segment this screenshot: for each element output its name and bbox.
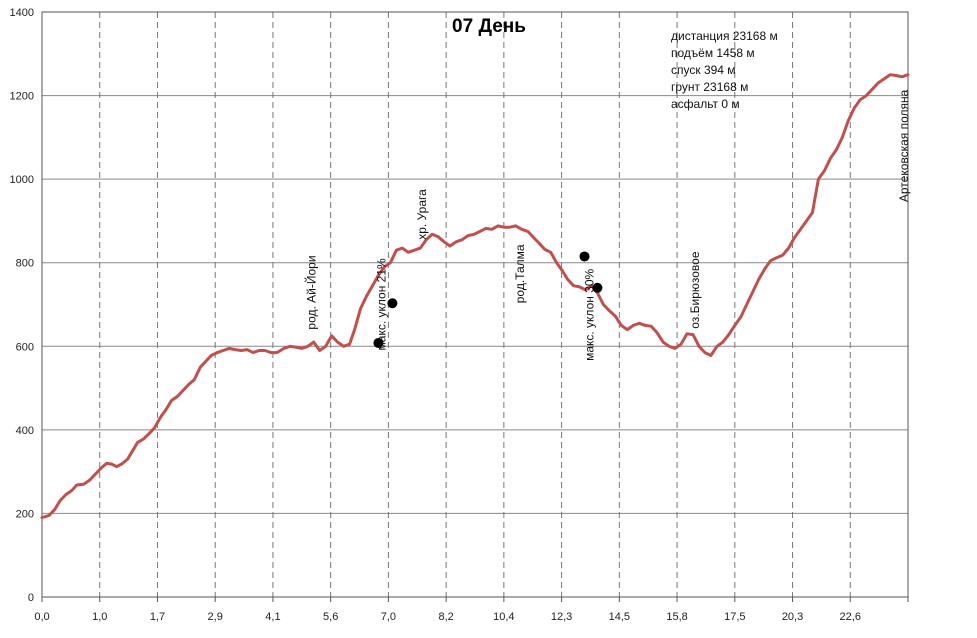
annotation-label: оз.Бирюзовое bbox=[688, 251, 702, 329]
x-tick-label: 15,8 bbox=[666, 611, 687, 623]
y-tick-label: 200 bbox=[16, 508, 34, 520]
elevation-line bbox=[40, 73, 910, 520]
stat-line: подъём 1458 м bbox=[671, 46, 755, 60]
chart-title: 07 День bbox=[452, 16, 526, 37]
x-tick-label: 10,4 bbox=[493, 611, 514, 623]
annotation-label: макс. уклон 30% bbox=[582, 268, 596, 360]
series-layer bbox=[40, 73, 910, 520]
stat-line: спуск 394 м bbox=[671, 63, 736, 77]
slope-marker bbox=[579, 251, 590, 262]
y-tick-label: 400 bbox=[16, 425, 34, 437]
x-tick-label: 1,0 bbox=[92, 611, 107, 623]
annotation-label: род.Талма bbox=[513, 244, 527, 303]
stats-block: дистанция 23168 м подъём 1458 м спуск 394 … bbox=[671, 29, 778, 111]
grid bbox=[42, 11, 909, 598]
annotation-label: Артековская поляна bbox=[897, 89, 911, 202]
slope-marker bbox=[387, 298, 398, 309]
slope-marker bbox=[592, 282, 603, 293]
axes: 0 200 400 600 800 1000 1200 1400 0,0 1,0 1,7 2,9 4,1… bbox=[10, 7, 909, 623]
markers bbox=[373, 251, 603, 348]
x-tick-label: 7,0 bbox=[381, 611, 396, 623]
x-tick-label: 17,5 bbox=[724, 611, 745, 623]
plot-frame bbox=[41, 11, 909, 598]
x-tick-label: 4,1 bbox=[265, 611, 280, 623]
x-tick-label: 20,3 bbox=[782, 611, 803, 623]
x-tick-label: 5,6 bbox=[323, 611, 338, 623]
y-tick-label: 0 bbox=[28, 592, 34, 604]
y-tick-label: 1400 bbox=[10, 7, 34, 19]
stat-line: грунт 23168 м bbox=[671, 80, 748, 94]
x-tick-label: 12,3 bbox=[551, 611, 572, 623]
y-tick-label: 1000 bbox=[10, 174, 34, 186]
x-tick-label: 8,2 bbox=[438, 611, 453, 623]
annotation-label: хр. Урага bbox=[415, 189, 429, 240]
stat-line: асфальт 0 м bbox=[671, 97, 740, 111]
x-tick-label: 22,6 bbox=[840, 611, 861, 623]
slope-marker bbox=[373, 337, 384, 348]
annotations: род. Ай-Йори макс. уклон 21% хр. Урага род.… bbox=[304, 89, 911, 361]
y-tick-label: 600 bbox=[16, 341, 34, 353]
y-tick-label: 1200 bbox=[10, 91, 34, 103]
x-tick-label: 0,0 bbox=[34, 611, 49, 623]
annotation-label: макс. уклон 21% bbox=[374, 258, 388, 350]
y-tick-label: 800 bbox=[16, 258, 34, 270]
annotation-label: род. Ай-Йори bbox=[304, 255, 319, 329]
x-tick-label: 1,7 bbox=[150, 611, 165, 623]
x-tick-label: 14,5 bbox=[609, 611, 630, 623]
stat-line: дистанция 23168 м bbox=[671, 29, 778, 43]
x-tick-label: 2,9 bbox=[208, 611, 223, 623]
